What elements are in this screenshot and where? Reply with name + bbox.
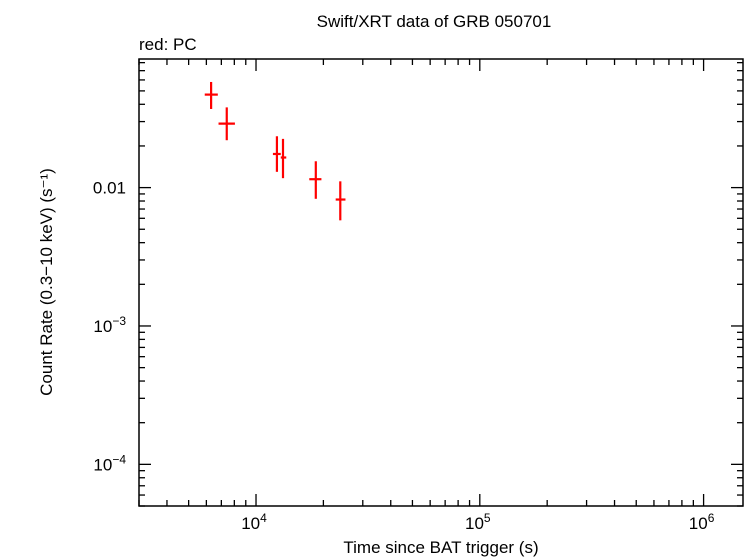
y-tick-label: 10−3 <box>93 314 126 336</box>
data-point <box>309 161 322 199</box>
x-tick-exponent: 4 <box>260 511 267 525</box>
y-tick-exponent: −4 <box>112 452 126 466</box>
x-tick-base: 10 <box>241 514 260 533</box>
plot-frame <box>138 58 744 507</box>
x-tick-exponent: 6 <box>708 511 715 525</box>
x-tick-base: 10 <box>465 514 484 533</box>
y-tick-base: 10 <box>93 455 112 474</box>
data-point <box>204 81 218 109</box>
y-tick-base: 10 <box>93 317 112 336</box>
chart-title: Swift/XRT data of GRB 050701 <box>317 12 552 31</box>
x-tick-base: 10 <box>689 514 708 533</box>
y-tick-exponent: −3 <box>112 314 126 328</box>
chart-subtitle: red: PC <box>139 35 197 54</box>
y-tick-label: 10−4 <box>93 452 126 474</box>
data-points <box>204 81 346 221</box>
y-axis-label: Count Rate (0.3−10 keV) (s⁻¹) <box>37 168 56 396</box>
axis-ticks <box>138 59 743 507</box>
data-point <box>218 107 235 141</box>
x-axis-label: Time since BAT trigger (s) <box>343 538 538 557</box>
data-point <box>280 138 287 179</box>
data-point <box>272 136 281 172</box>
x-tick-label: 104 <box>241 511 267 533</box>
x-tick-exponent: 5 <box>484 511 491 525</box>
x-tick-label: 106 <box>689 511 715 533</box>
x-tick-label: 105 <box>465 511 491 533</box>
x-tick-labels: 104 105 106 <box>241 511 715 533</box>
data-point <box>335 181 346 221</box>
y-tick-label: 0.01 <box>93 179 126 198</box>
